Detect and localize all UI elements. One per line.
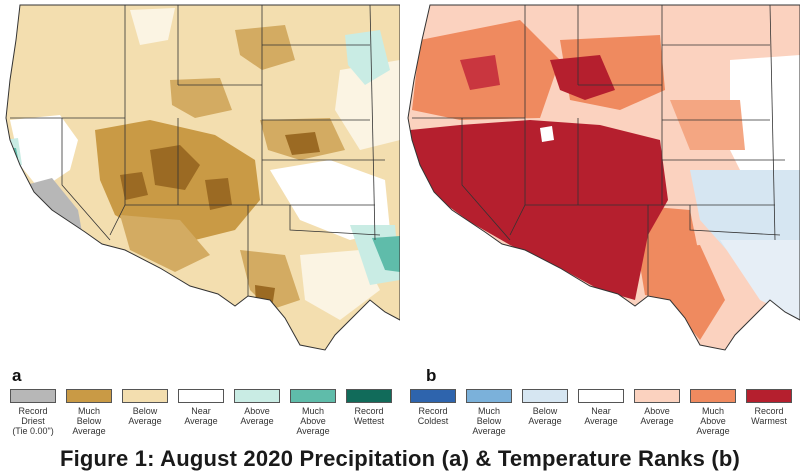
legend-label: Below Average <box>528 406 562 426</box>
legend: Record Driest (Tie 0.00") Much Below Aver… <box>0 389 800 445</box>
panel-letter-a: a <box>12 366 22 385</box>
legend-label: Much Above Average <box>296 406 330 436</box>
legend-item-precipitation: Record Wettest <box>338 389 400 426</box>
legend-item-temperature: Above Average <box>626 389 688 426</box>
legend-item-temperature: Much Below Average <box>458 389 520 436</box>
legend-label: Near Average <box>584 406 618 426</box>
legend-label: Record Warmest <box>751 406 787 426</box>
legend-label: Record Wettest <box>353 406 385 426</box>
legend-label: Above Average <box>640 406 674 426</box>
temperature-map <box>400 0 800 365</box>
state-borders <box>412 4 785 296</box>
legend-swatch <box>178 389 224 403</box>
legend-swatch <box>410 389 456 403</box>
legend-item-precipitation: Below Average <box>114 389 176 426</box>
legend-swatch <box>578 389 624 403</box>
legend-label: Much Below Average <box>72 406 106 436</box>
legend-swatch <box>290 389 336 403</box>
legend-swatch <box>634 389 680 403</box>
precipitation-map <box>0 0 400 365</box>
legend-swatch <box>10 389 56 403</box>
legend-item-precipitation: Above Average <box>226 389 288 426</box>
legend-label: Much Below Average <box>472 406 506 436</box>
legend-label: Much Above Average <box>696 406 730 436</box>
legend-item-temperature: Much Above Average <box>682 389 744 436</box>
legend-item-precipitation: Much Below Average <box>58 389 120 436</box>
legend-label: Record Driest (Tie 0.00") <box>12 406 54 436</box>
legend-item-precipitation: Near Average <box>170 389 232 426</box>
maps-container <box>0 0 800 365</box>
legend-item-temperature: Record Coldest <box>402 389 464 426</box>
legend-swatch <box>522 389 568 403</box>
legend-item-temperature: Record Warmest <box>738 389 800 426</box>
legend-item-precipitation: Much Above Average <box>282 389 344 436</box>
state-borders <box>10 4 385 296</box>
legend-swatch <box>466 389 512 403</box>
legend-swatch <box>746 389 792 403</box>
panel-letter-b: b <box>426 366 437 385</box>
legend-label: Record Coldest <box>417 406 449 426</box>
legend-item-temperature: Below Average <box>514 389 576 426</box>
legend-swatch <box>66 389 112 403</box>
figure-caption: Figure 1: August 2020 Precipitation (a) … <box>59 446 741 471</box>
legend-item-precipitation: Record Driest (Tie 0.00") <box>2 389 64 436</box>
legend-item-temperature: Near Average <box>570 389 632 426</box>
legend-label: Below Average <box>128 406 162 426</box>
legend-label: Above Average <box>240 406 274 426</box>
legend-swatch <box>234 389 280 403</box>
legend-swatch <box>122 389 168 403</box>
legend-swatch <box>690 389 736 403</box>
legend-swatch <box>346 389 392 403</box>
legend-label: Near Average <box>184 406 218 426</box>
precipitation-shading <box>6 5 400 350</box>
